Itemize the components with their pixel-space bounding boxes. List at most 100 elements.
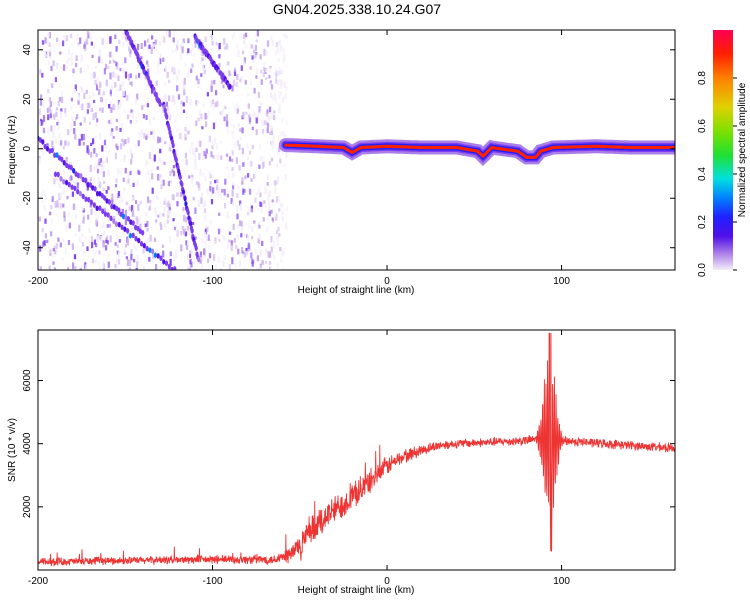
noise-mark [152, 135, 155, 140]
noise-mark [158, 174, 162, 180]
noise-mark [209, 238, 212, 243]
noise-mark [68, 176, 71, 181]
noise-mark [59, 111, 63, 119]
noise-mark [82, 133, 86, 141]
noise-mark [263, 200, 266, 204]
noise-mark [50, 219, 53, 225]
noise-mark [164, 93, 168, 100]
noise-mark [225, 114, 229, 121]
noise-mark [238, 165, 241, 171]
noise-mark [67, 141, 70, 146]
y-tick-label: 2000 [22, 495, 33, 518]
noise-mark [132, 210, 135, 215]
noise-mark [54, 249, 57, 255]
noise-mark [95, 219, 98, 226]
noise-mark [98, 158, 101, 163]
noise-mark [201, 57, 204, 62]
noise-mark [164, 141, 167, 145]
noise-mark [158, 41, 162, 47]
noise-mark [130, 158, 133, 165]
noise-mark [114, 242, 117, 246]
streak-mark [78, 190, 82, 197]
noise-mark [285, 222, 288, 228]
noise-mark [259, 249, 262, 257]
noise-mark [73, 179, 77, 186]
noise-mark [204, 241, 207, 249]
noise-mark [236, 193, 239, 199]
noise-mark [236, 73, 239, 80]
streak-mark [123, 226, 127, 232]
noise-mark [192, 148, 195, 155]
noise-mark [99, 107, 102, 112]
noise-mark [276, 163, 279, 168]
noise-mark [169, 180, 172, 184]
noise-mark [176, 43, 179, 51]
noise-mark [201, 126, 204, 130]
noise-mark [97, 177, 100, 184]
noise-mark [264, 186, 267, 190]
noise-mark [186, 115, 189, 120]
noise-mark [77, 42, 80, 46]
noise-mark [96, 118, 99, 123]
noise-mark [225, 120, 228, 127]
noise-mark [182, 225, 185, 231]
noise-mark [184, 83, 187, 88]
noise-mark [210, 85, 213, 92]
noise-mark [164, 197, 167, 201]
noise-mark [79, 86, 82, 91]
noise-mark [127, 137, 130, 144]
noise-mark [223, 254, 226, 260]
noise-mark [157, 214, 160, 218]
noise-mark [129, 119, 132, 124]
noise-mark [175, 150, 178, 157]
noise-mark [279, 159, 282, 164]
noise-mark [137, 140, 140, 147]
noise-mark [166, 105, 169, 112]
noise-mark [228, 239, 231, 243]
noise-mark [92, 113, 95, 121]
noise-mark [88, 103, 91, 108]
noise-mark [96, 76, 99, 82]
noise-mark [58, 182, 61, 189]
noise-mark [122, 90, 125, 96]
noise-mark [265, 68, 268, 73]
noise-mark [153, 154, 156, 162]
noise-mark [128, 267, 131, 270]
noise-mark [162, 57, 165, 62]
noise-mark [191, 44, 194, 51]
noise-mark [268, 74, 271, 79]
noise-mark [118, 103, 122, 109]
noise-mark [121, 209, 124, 216]
noise-mark [191, 246, 194, 253]
noise-mark [60, 108, 63, 113]
noise-mark [95, 83, 99, 91]
noise-mark [255, 129, 258, 136]
noise-mark [148, 44, 151, 49]
noise-mark [86, 246, 89, 251]
noise-mark [185, 52, 188, 56]
noise-mark [240, 65, 243, 71]
noise-mark [65, 157, 68, 161]
noise-mark [90, 142, 93, 146]
noise-mark [231, 85, 234, 92]
noise-mark [259, 156, 262, 161]
noise-mark [175, 223, 178, 228]
noise-mark [42, 241, 45, 247]
noise-mark [40, 119, 43, 126]
noise-mark [270, 35, 273, 41]
noise-mark [233, 106, 236, 112]
noise-mark [283, 55, 286, 59]
noise-mark [254, 197, 257, 203]
noise-mark [116, 264, 119, 269]
noise-mark [258, 266, 261, 270]
noise-mark [90, 107, 93, 112]
noise-mark [272, 244, 275, 249]
noise-mark [161, 244, 164, 248]
streak-mark [148, 247, 152, 253]
noise-mark [190, 261, 193, 268]
noise-mark [209, 185, 212, 192]
noise-mark [225, 43, 229, 50]
noise-mark [261, 129, 265, 134]
noise-mark [163, 206, 166, 212]
